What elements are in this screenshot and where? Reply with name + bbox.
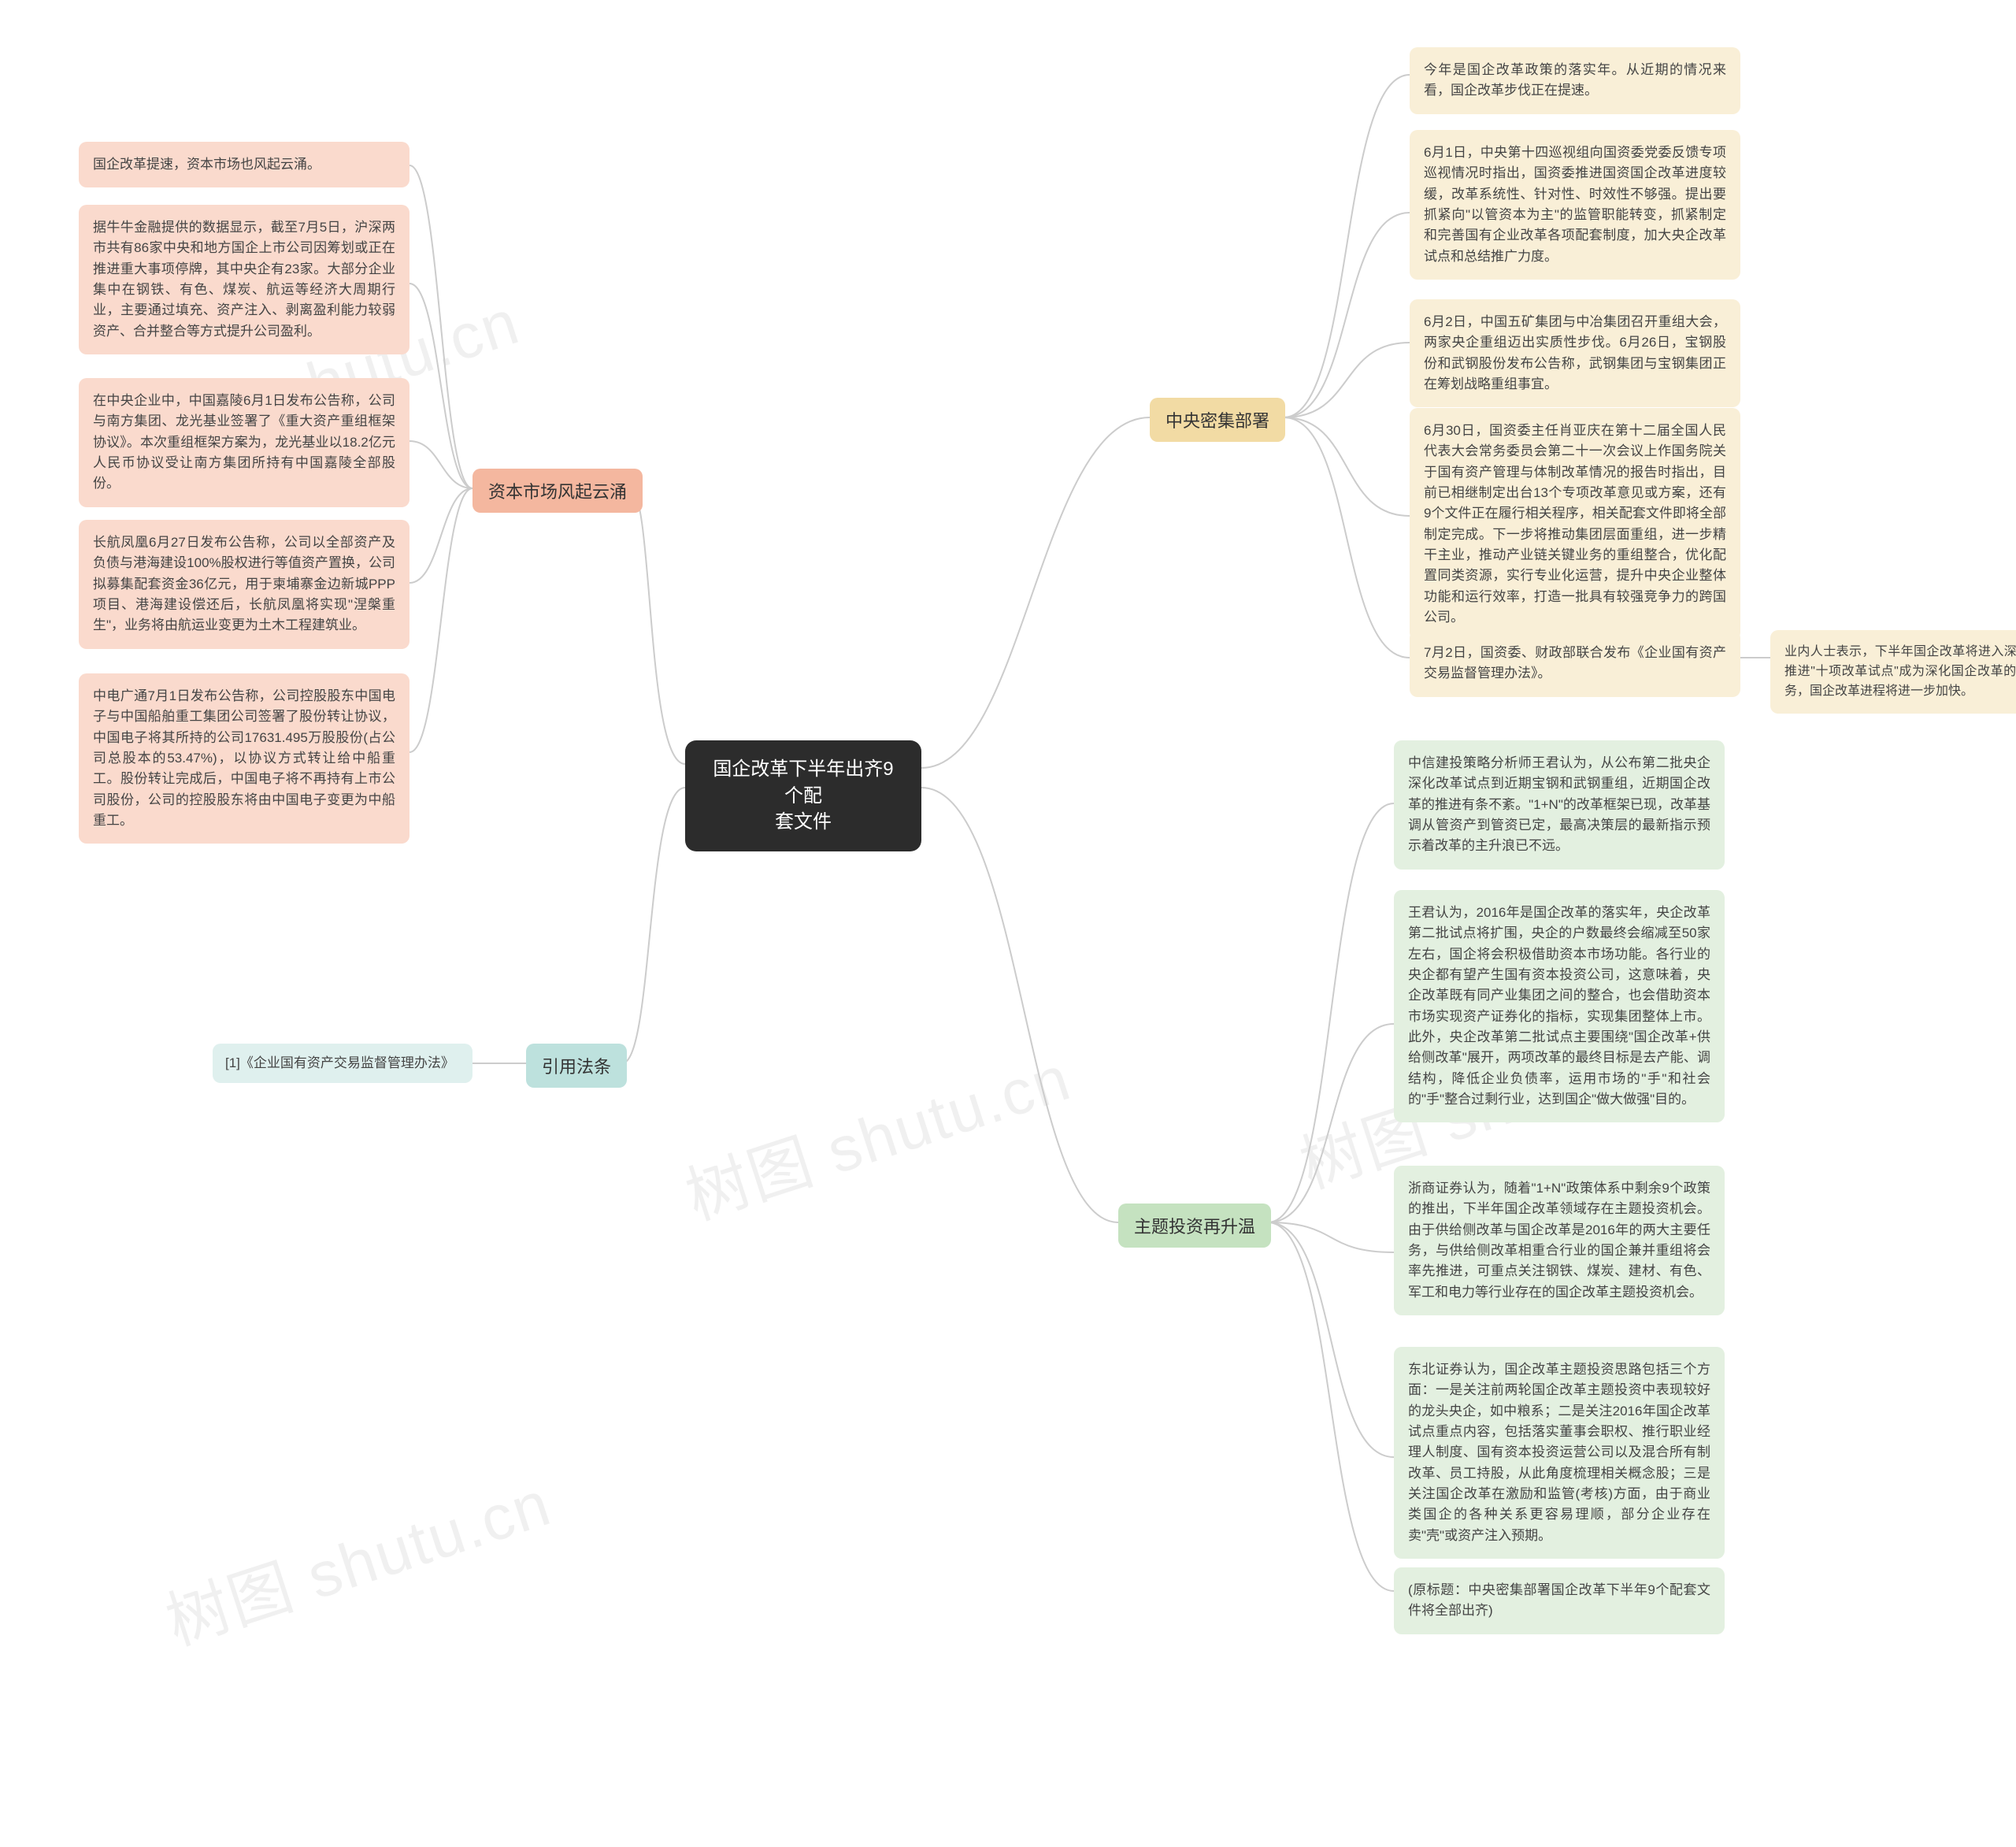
leaf-node[interactable]: 7月2日，国资委、财政部联合发布《企业国有资产交易监督管理办法》。 [1410, 630, 1740, 697]
leaf-node[interactable]: 中信建投策略分析师王君认为，从公布第二批央企深化改革试点到近期宝钢和武钢重组，近… [1394, 740, 1725, 870]
leaf-node[interactable]: 据牛牛金融提供的数据显示，截至7月5日，沪深两市共有86家中央和地方国企上市公司… [79, 205, 410, 354]
leaf-node[interactable]: 中电广通7月1日发布公告称，公司控股股东中国电子与中国船舶重工集团公司签署了股份… [79, 673, 410, 844]
branch-theme-invest[interactable]: 主题投资再升温 [1118, 1204, 1271, 1248]
root-node[interactable]: 国企改革下半年出齐9个配 套文件 [685, 740, 921, 851]
watermark: 树图 shutu.cn [153, 1453, 561, 1663]
branch-central-deploy[interactable]: 中央密集部署 [1150, 398, 1285, 442]
leaf-node[interactable]: 王君认为，2016年是国企改革的落实年，央企改革第二批试点将扩围，央企的户数最终… [1394, 890, 1725, 1122]
leaf-node[interactable]: 今年是国企改革政策的落实年。从近期的情况来看，国企改革步伐正在提速。 [1410, 47, 1740, 114]
leaf-node[interactable]: 长航凤凰6月27日发布公告称，公司以全部资产及负债与港海建设100%股权进行等值… [79, 520, 410, 649]
watermark: 树图 shutu.cn [673, 1028, 1080, 1238]
leaf-node[interactable]: [1]《企业国有资产交易监督管理办法》 [213, 1044, 472, 1083]
root-title-line2: 套文件 [775, 811, 832, 833]
leaf-node[interactable]: 东北证券认为，国企改革主题投资思路包括三个方面：一是关注前两轮国企改革主题投资中… [1394, 1347, 1725, 1559]
leaf-node[interactable]: 业内人士表示，下半年国企改革将进入深水区，推进"十项改革试点"成为深化国企改革的… [1770, 630, 2016, 714]
leaf-node[interactable]: 6月2日，中国五矿集团与中冶集团召开重组大会，两家央企重组迈出实质性步伐。6月2… [1410, 299, 1740, 407]
leaf-node[interactable]: 6月1日，中央第十四巡视组向国资委党委反馈专项巡视情况时指出，国资委推进国资国企… [1410, 130, 1740, 280]
leaf-node[interactable]: 在中央企业中，中国嘉陵6月1日发布公告称，公司与南方集团、龙光基业签署了《重大资… [79, 378, 410, 507]
leaf-node[interactable]: (原标题：中央密集部署国企改革下半年9个配套文件将全部出齐) [1394, 1567, 1725, 1634]
leaf-node[interactable]: 浙商证券认为，随着"1+N"政策体系中剩余9个政策的推出，下半年国企改革领域存在… [1394, 1166, 1725, 1315]
leaf-node[interactable]: 国企改革提速，资本市场也风起云涌。 [79, 142, 410, 187]
root-title-line1: 国企改革下半年出齐9个配 [713, 758, 893, 807]
branch-citation[interactable]: 引用法条 [526, 1044, 627, 1088]
branch-capital-market[interactable]: 资本市场风起云涌 [472, 469, 643, 513]
leaf-node[interactable]: 6月30日，国资委主任肖亚庆在第十二届全国人民代表大会常务委员会第二十一次会议上… [1410, 408, 1740, 640]
